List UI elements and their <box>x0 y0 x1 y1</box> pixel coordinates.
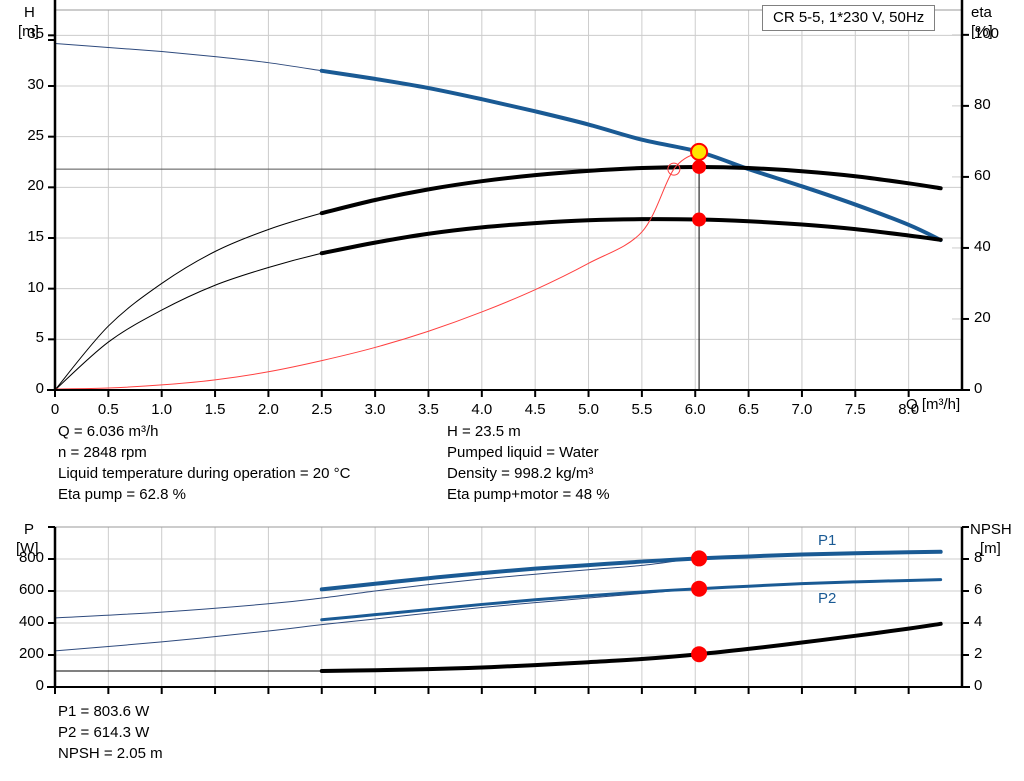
grid-lines <box>55 527 962 687</box>
bottom-chart-y-axis-title-line1: P <box>24 521 35 538</box>
curve-h-curve-head-duty-range <box>319 68 943 243</box>
p1-duty-marker-marker <box>691 550 708 567</box>
y-tick-5: 5 <box>35 329 44 347</box>
duty-info-line-left-1: Q = 6.036 m³/h <box>58 423 159 440</box>
x-tick-4.0: 4.0 <box>471 401 493 418</box>
curve-series-group <box>54 42 943 391</box>
y-tick-15: 15 <box>27 228 44 245</box>
x-tick-3.5: 3.5 <box>418 401 439 418</box>
y2-tick-100: 100 <box>974 24 1000 42</box>
y2-tick-6: 6 <box>974 581 983 598</box>
top-chart-y-axis-title-line2: [m] <box>18 23 39 40</box>
curve-p1-duty-range <box>319 549 943 592</box>
top-chart-y-axis-title-line1: H <box>24 4 35 21</box>
reference-lines <box>55 151 700 390</box>
curve-p2-thin <box>54 579 942 652</box>
p2-duty-marker-marker <box>691 580 708 597</box>
system-curve-marker-marker <box>667 162 681 176</box>
axis-frame <box>47 0 970 397</box>
curve-eta-pump-thin <box>54 166 942 391</box>
x-tick-7.0: 7.0 <box>791 401 813 418</box>
y-tick-35: 35 <box>27 25 44 43</box>
y2-tick-0: 0 <box>974 380 983 397</box>
axis-frame <box>47 526 970 694</box>
npsh-duty-marker-marker <box>691 646 708 663</box>
bottom-chart-y-axis-title-line2: [W] <box>16 540 39 557</box>
duty-info-line-right-1: H = 23.5 m <box>447 423 521 440</box>
curve-h-curve-head-extrapolated <box>54 42 323 72</box>
x-tick-4.5: 4.5 <box>524 401 546 418</box>
eta-pump-marker-marker <box>692 159 707 174</box>
curve-p2-duty-range <box>320 578 943 622</box>
x-tick-5.5: 5.5 <box>631 401 653 418</box>
duty-info-line-left-3: Liquid temperature during operation = 20… <box>58 465 351 482</box>
x-tick-6.0: 6.0 <box>684 401 706 418</box>
y2-tick-80: 80 <box>974 95 991 113</box>
y-tick-30: 30 <box>27 76 44 93</box>
top-chart-x-axis-title: Q [m³/h] <box>906 396 961 413</box>
curve-eta-pump-duty-range <box>319 164 943 216</box>
x-tick-2.0: 2.0 <box>257 401 279 418</box>
x-tick-2.5: 2.5 <box>311 401 333 418</box>
chart-title-box: CR 5-5, 1*230 V, 50Hz <box>762 5 936 31</box>
curve-p1-thin <box>54 551 942 619</box>
y2-tick-20: 20 <box>974 308 991 326</box>
power-info-line-1: P1 = 803.6 W <box>58 703 150 720</box>
duty-point-marker <box>690 142 709 161</box>
x-tick-0.5: 0.5 <box>97 401 119 418</box>
y-tick-400: 400 <box>18 613 44 630</box>
y2-tick-2: 2 <box>974 645 983 662</box>
y2-tick-4: 4 <box>974 613 983 630</box>
x-tick-3.0: 3.0 <box>364 401 386 418</box>
duty-info-line-right-4: Eta pump+motor = 48 % <box>447 486 610 503</box>
y-tick-200: 200 <box>18 645 44 662</box>
grid-lines <box>55 10 962 390</box>
x-tick-1.5: 1.5 <box>204 401 226 418</box>
grid-lines-right-axis <box>952 558 962 656</box>
y2-tick-40: 40 <box>974 237 991 255</box>
grid-lines-right-axis <box>952 34 962 320</box>
y-tick-600: 600 <box>18 581 44 598</box>
duty-info-line-left-2: n = 2848 rpm <box>58 444 147 461</box>
curve-eta-pump-motor-thin <box>54 218 942 391</box>
y2-tick-8: 8 <box>974 549 983 566</box>
bottom-chart-y2-axis-title-line2: [m] <box>980 540 1001 557</box>
y-tick-0: 0 <box>35 677 44 694</box>
curve-eta-pump-motor-duty-range <box>319 217 943 256</box>
curve-system-pipe-resistance-curve <box>54 151 700 390</box>
eta-pump-motor-marker-marker <box>692 212 707 227</box>
top-chart-y2-axis-title-line2: [%] <box>971 23 993 40</box>
y2-tick-0: 0 <box>974 677 983 694</box>
x-tick-5.0: 5.0 <box>578 401 599 418</box>
duty-info-line-right-3: Density = 998.2 kg/m³ <box>447 465 594 482</box>
p1-curve-label: P1 <box>817 532 837 550</box>
power-info-line-3: NPSH = 2.05 m <box>58 745 163 762</box>
duty-point-markers <box>667 142 709 227</box>
y-tick-25: 25 <box>27 126 44 144</box>
y-tick-10: 10 <box>27 278 44 296</box>
x-tick-7.5: 7.5 <box>844 401 866 418</box>
power-info-line-2: P2 = 614.3 W <box>58 724 150 741</box>
curve-npsh-duty-range <box>319 621 943 673</box>
x-tick-0: 0 <box>50 401 60 418</box>
p2-curve-label: P2 <box>817 589 837 607</box>
y2-tick-60: 60 <box>974 166 991 184</box>
curve-series-group <box>54 549 943 673</box>
duty-info-line-left-4: Eta pump = 62.8 % <box>58 486 186 503</box>
y-tick-20: 20 <box>27 177 44 195</box>
x-tick-8.0: 8.0 <box>898 401 920 418</box>
duty-info-line-right-2: Pumped liquid = Water <box>447 444 599 461</box>
duty-point-markers <box>691 550 708 663</box>
x-tick-6.5: 6.5 <box>738 401 759 418</box>
x-tick-1.0: 1.0 <box>151 401 173 418</box>
y-tick-800: 800 <box>18 549 44 566</box>
top-chart-y2-axis-title-line1: eta <box>971 4 992 21</box>
y-tick-0: 0 <box>35 380 44 397</box>
bottom-chart-y2-axis-title-line1: NPSH <box>970 521 1012 538</box>
curve-npsh-thin <box>54 623 942 672</box>
